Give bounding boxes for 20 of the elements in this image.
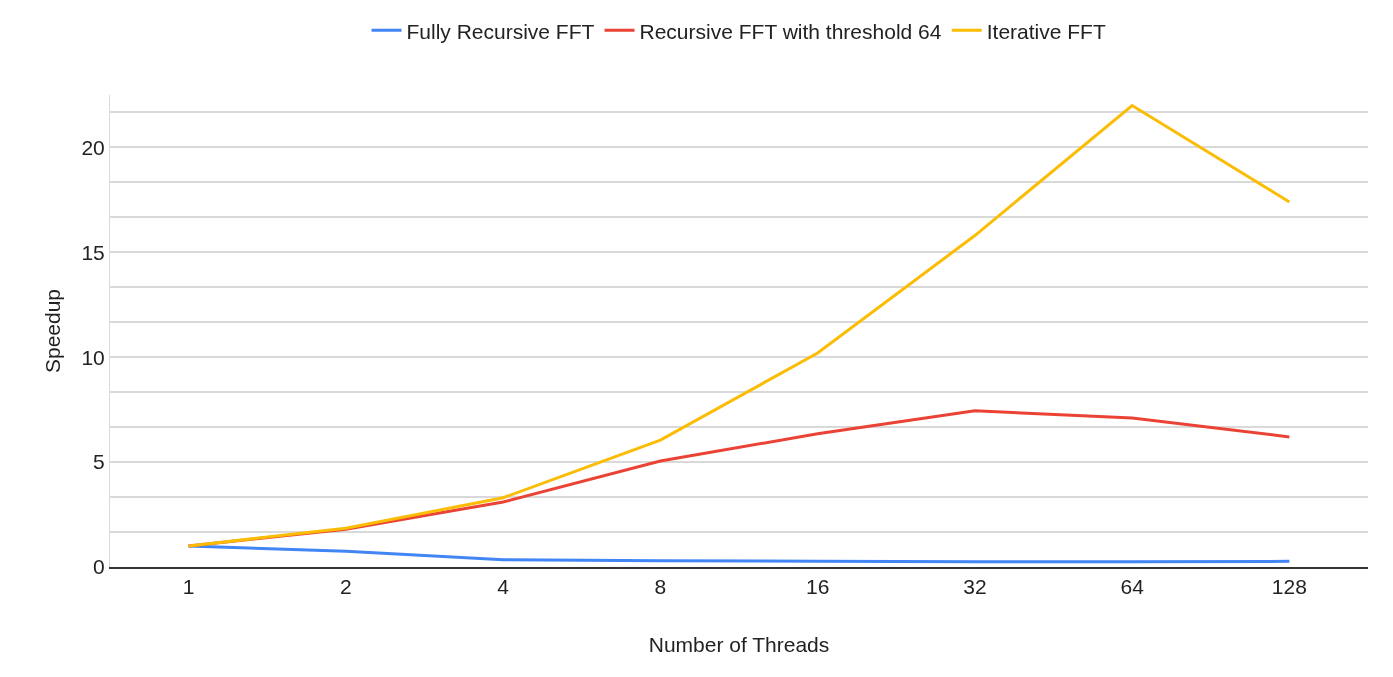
y-tick-label: 15 [81, 240, 105, 264]
line-series [187, 103, 1291, 548]
y-tick-label: 5 [93, 450, 105, 474]
line-series [187, 544, 1291, 564]
x-tick-label: 2 [340, 575, 352, 599]
x-tick-label: 32 [963, 575, 987, 599]
x-tick-label: 8 [654, 575, 667, 599]
legend-label: Recursive FFT with threshold 64 [639, 19, 942, 43]
y-tick-label: 0 [93, 555, 105, 579]
legend-label: Fully Recursive FFT [406, 19, 595, 43]
x-tick-label: 64 [1120, 575, 1145, 599]
x-tick-label: 16 [805, 575, 830, 599]
y-axis-title: Speedup [40, 288, 64, 374]
x-tick-label: 4 [497, 575, 510, 599]
legend-label: Iterative FFT [986, 19, 1106, 43]
x-axis-title: Number of Threads [648, 632, 830, 656]
y-tick-label: 10 [81, 345, 105, 369]
x-tick-label: 128 [1271, 575, 1307, 599]
y-tick-label: 20 [81, 135, 105, 159]
x-tick-label: 1 [182, 575, 195, 599]
